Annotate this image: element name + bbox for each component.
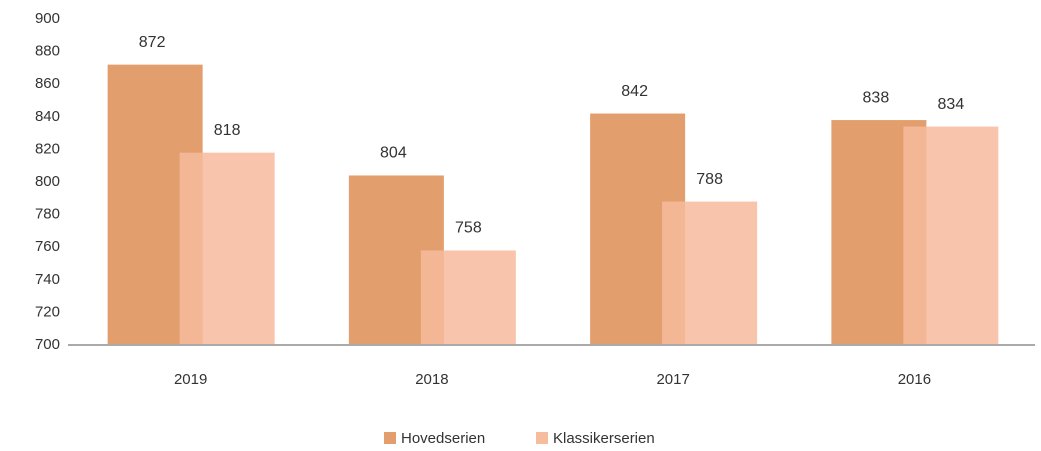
x-tick-label: 2016: [898, 371, 931, 388]
data-label: 804: [380, 145, 407, 162]
data-label: 872: [139, 34, 166, 51]
y-tick-label: 800: [35, 173, 60, 190]
data-label: 788: [696, 171, 723, 188]
legend-swatch: [536, 432, 548, 444]
legend-label: Klassikerserien: [553, 430, 655, 447]
data-label: 842: [621, 83, 648, 100]
y-tick-label: 900: [35, 10, 60, 27]
y-tick-label: 840: [35, 108, 60, 125]
legend-swatch: [384, 432, 396, 444]
y-tick-label: 700: [35, 336, 60, 353]
bar: [903, 126, 999, 345]
y-tick-label: 820: [35, 140, 60, 157]
bar: [420, 250, 516, 345]
data-label: 818: [214, 122, 241, 139]
y-tick-label: 780: [35, 206, 60, 223]
x-tick-label: 2018: [415, 371, 448, 388]
data-label: 834: [938, 96, 965, 113]
y-tick-label: 720: [35, 303, 60, 320]
y-tick-label: 880: [35, 43, 60, 60]
data-label: 758: [455, 220, 482, 237]
legend-label: Hovedserien: [401, 430, 485, 447]
data-label: 838: [863, 89, 890, 106]
bar: [662, 201, 758, 345]
y-tick-label: 860: [35, 75, 60, 92]
y-tick-label: 760: [35, 238, 60, 255]
bar: [179, 152, 275, 345]
y-tick-label: 740: [35, 271, 60, 288]
x-tick-label: 2017: [656, 371, 689, 388]
x-tick-label: 2019: [174, 371, 207, 388]
